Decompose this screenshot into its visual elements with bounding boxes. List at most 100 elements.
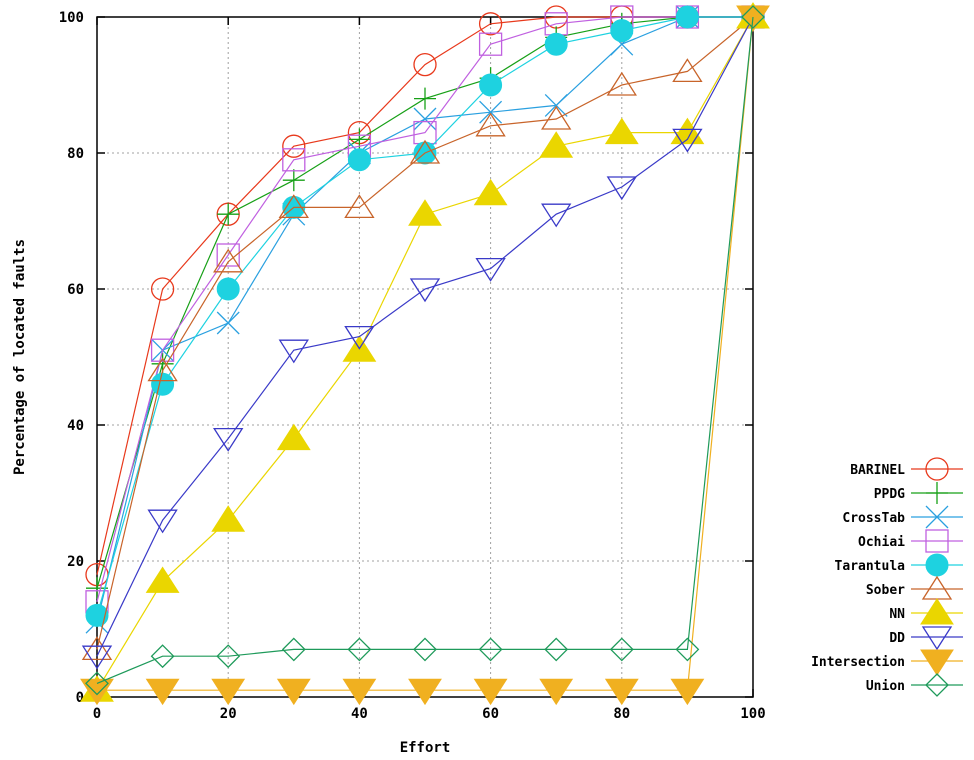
data-point-barinel — [413, 52, 437, 77]
legend-entry-barinel: BARINEL — [850, 457, 963, 481]
data-point-crosstab — [216, 311, 240, 335]
data-point-intersection — [670, 678, 705, 706]
series-line-intersection — [97, 16, 754, 691]
series-line-ochiai — [96, 16, 753, 602]
x-tick-label: 60 — [482, 706, 499, 722]
legend-label: Union — [866, 679, 905, 694]
data-point-union — [150, 644, 175, 669]
data-point-nn — [670, 117, 705, 145]
data-point-ochiai — [216, 243, 240, 267]
data-point-intersection — [276, 678, 311, 706]
series-line-dd — [96, 16, 754, 657]
data-point-intersection — [473, 678, 508, 706]
legend-entry-intersection: Intersection — [811, 649, 963, 676]
data-point-tarantula — [151, 372, 175, 396]
x-tick-label: 0 — [93, 706, 101, 722]
legend-marker — [925, 505, 949, 529]
data-point-nn — [604, 117, 639, 145]
legend-label: Intersection — [811, 655, 905, 670]
data-point-sober — [278, 194, 309, 219]
data-point-union — [609, 637, 634, 662]
data-point-intersection — [604, 678, 639, 706]
data-point-union — [85, 671, 109, 696]
data-point-sober — [81, 636, 113, 661]
legend-entry-nn: NN — [889, 598, 963, 625]
legend-marker — [926, 482, 948, 504]
data-point-crosstab — [544, 93, 568, 117]
data-point-tarantula — [610, 19, 634, 43]
data-point-union — [741, 5, 765, 29]
data-point-union — [281, 637, 306, 662]
data-point-sober — [409, 139, 441, 164]
data-point-nn — [539, 131, 574, 158]
data-point-dd — [409, 278, 441, 303]
data-point-crosstab — [479, 100, 503, 124]
data-point-union — [216, 644, 241, 669]
data-point-barinel — [478, 12, 503, 36]
tick-labels: 0 20 40 60 80 100 0 20 40 60 80 100 — [59, 10, 766, 722]
data-point-nn — [473, 178, 508, 206]
legend-entry-dd: DD — [889, 626, 963, 651]
data-point-union — [347, 637, 372, 662]
data-point-sober — [475, 112, 506, 137]
data-point-union — [675, 637, 700, 662]
data-point-ochiai — [478, 32, 503, 56]
x-tick-label: 80 — [613, 706, 630, 722]
legend-entry-tarantula: Tarantula — [835, 553, 963, 577]
data-point-sober — [606, 71, 637, 96]
series-tarantula — [85, 5, 765, 627]
data-point-tarantula — [347, 148, 371, 172]
data-point-sober — [344, 194, 375, 219]
data-point-dd — [606, 176, 637, 201]
data-point-tarantula — [85, 603, 109, 627]
legend-marker — [921, 575, 953, 600]
data-point-ochiai — [282, 148, 306, 172]
legend-entry-crosstab: CrossTab — [842, 505, 963, 529]
series-union — [85, 5, 765, 696]
data-point-tarantula — [544, 32, 568, 56]
series-line-nn — [96, 16, 754, 691]
x-axis-label: Effort — [400, 740, 451, 756]
legend-label: NN — [889, 607, 905, 622]
legend-marker — [925, 673, 949, 697]
data-point-intersection — [408, 678, 442, 706]
legend-marker — [925, 529, 949, 553]
data-point-union — [544, 637, 569, 662]
data-point-nn — [145, 566, 180, 593]
legend-entry-ppdg: PPDG — [874, 482, 963, 504]
series-line-sober — [96, 16, 754, 650]
data-point-sober — [672, 58, 703, 83]
data-point-tarantula — [479, 73, 503, 97]
data-point-nn — [211, 505, 246, 532]
data-point-intersection — [211, 678, 246, 706]
data-point-ppdg — [282, 169, 305, 192]
data-point-nn — [276, 423, 311, 451]
data-point-ppdg — [348, 128, 371, 151]
data-point-dd — [147, 509, 178, 534]
data-point-sober — [147, 357, 178, 382]
y-tick-label: 60 — [67, 282, 84, 298]
legend-label: Sober — [866, 583, 905, 598]
legend-entry-sober: Sober — [866, 575, 963, 600]
data-point-dd — [475, 257, 506, 282]
data-point-dd — [213, 427, 244, 452]
data-point-ochiai — [150, 338, 175, 362]
data-point-union — [478, 637, 503, 662]
data-point-sober — [213, 248, 244, 273]
legend-marker — [925, 553, 949, 577]
legend-entry-ochiai: Ochiai — [858, 529, 963, 553]
legend-label: Tarantula — [835, 559, 906, 574]
data-point-tarantula — [216, 277, 240, 301]
series-ppdg — [86, 6, 764, 600]
data-point-dd — [81, 645, 113, 670]
legend-marker — [921, 626, 953, 651]
legend-label: BARINEL — [850, 463, 905, 478]
series-intersection — [80, 5, 770, 706]
x-tick-label: 20 — [220, 706, 237, 722]
data-point-dd — [541, 203, 572, 228]
legend-label: Ochiai — [858, 535, 905, 550]
y-axis-label: Percentage of located faults — [12, 239, 28, 475]
data-point-ppdg — [217, 203, 240, 226]
x-tick-label: 100 — [740, 706, 765, 722]
